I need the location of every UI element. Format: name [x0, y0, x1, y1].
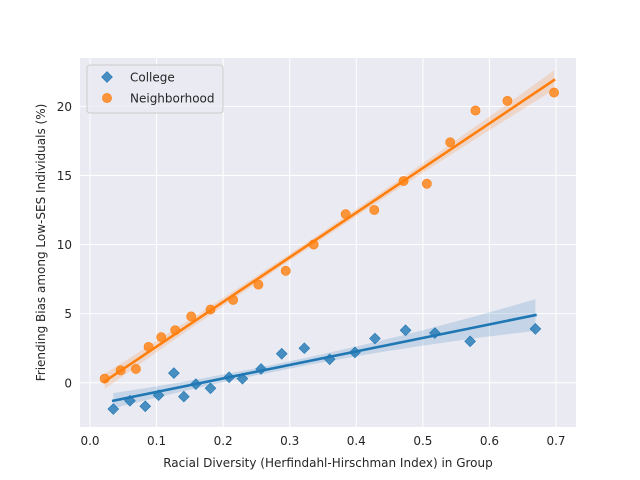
x-tick-label: 0.7 [546, 434, 565, 448]
data-point [275, 347, 288, 360]
data-point [280, 265, 291, 276]
x-axis-label: Racial Diversity (Herfindahl-Hirschman I… [163, 456, 493, 470]
data-point [253, 279, 264, 290]
data-point [429, 327, 441, 339]
x-tick-label: 0.4 [347, 434, 366, 448]
data-point [115, 365, 126, 376]
legend: College Neighborhood [86, 64, 224, 114]
y-tick-label: 15 [57, 169, 72, 183]
confidence-band [113, 299, 536, 409]
data-point [186, 311, 197, 322]
x-tick-label: 0.5 [413, 434, 432, 448]
data-point [298, 342, 311, 355]
regression-line [111, 313, 537, 403]
data-point [178, 390, 190, 403]
data-point [190, 378, 202, 390]
data-point [421, 178, 432, 189]
data-point [99, 373, 110, 384]
data-point [139, 400, 152, 413]
legend-box [86, 64, 224, 114]
data-point [236, 372, 249, 385]
data-point [369, 205, 380, 215]
data-point [143, 341, 154, 352]
data-point [223, 371, 235, 384]
data-point [228, 294, 239, 305]
data-point [152, 389, 165, 402]
legend-marker [102, 93, 112, 103]
data-point [464, 335, 476, 348]
data-point [470, 105, 481, 116]
data-point [168, 367, 180, 379]
data-point [502, 95, 513, 106]
data-point [255, 363, 267, 375]
y-tick-label: 0 [64, 376, 72, 390]
x-tick-label: 0.2 [214, 434, 233, 448]
data-point [205, 304, 216, 315]
tick-labels: 0.0 0.1 0.2 0.3 0.4 0.5 0.6 0.7 0 5 10 15 20 [57, 100, 566, 448]
data-point [156, 332, 167, 343]
data-point [349, 346, 361, 359]
legend-marker [101, 71, 113, 83]
x-tick-label: 0.1 [147, 434, 166, 448]
y-tick-label: 5 [64, 307, 72, 321]
x-tick-label: 0.6 [480, 434, 499, 448]
data-points [99, 87, 559, 415]
data-point [323, 353, 336, 366]
y-tick-label: 20 [57, 100, 72, 114]
data-point [131, 364, 141, 374]
data-point [340, 209, 351, 220]
data-point [445, 137, 456, 148]
legend-label: College [130, 71, 175, 85]
data-point [529, 323, 542, 335]
data-point [308, 239, 319, 250]
legend-label: Neighborhood [130, 92, 215, 106]
data-point [124, 394, 136, 407]
y-axis-label: Friending Bias among Low-SES Individuals… [34, 104, 48, 382]
data-point [549, 87, 559, 98]
x-tick-label: 0.0 [80, 434, 99, 448]
data-point [107, 403, 120, 415]
data-point [399, 324, 412, 337]
data-point [204, 382, 217, 395]
data-point [398, 176, 409, 186]
data-point [369, 332, 381, 345]
y-tick-label: 10 [57, 238, 72, 252]
data-point [170, 325, 181, 336]
x-tick-label: 0.3 [280, 434, 299, 448]
